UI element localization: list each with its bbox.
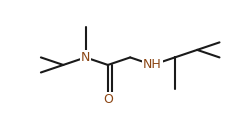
Text: N: N — [81, 51, 90, 64]
Text: NH: NH — [143, 58, 162, 71]
Text: O: O — [103, 93, 113, 106]
